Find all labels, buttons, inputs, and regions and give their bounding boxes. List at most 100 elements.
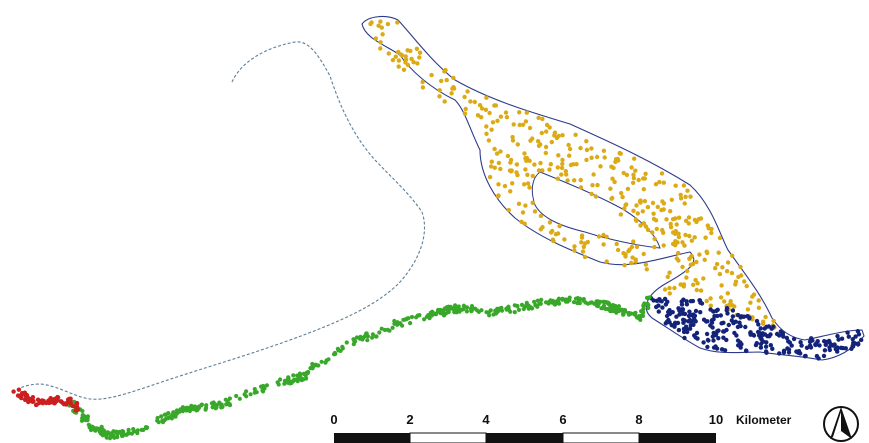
green-point <box>464 309 469 314</box>
navy-point <box>738 323 743 329</box>
yellow-point <box>368 21 373 27</box>
yellow-point <box>760 321 766 326</box>
yellow-point <box>451 85 456 90</box>
green-point <box>184 405 189 410</box>
yellow-point <box>631 172 636 177</box>
yellow-point <box>565 178 570 183</box>
navy-point <box>846 334 851 339</box>
yellow-point <box>378 19 383 24</box>
yellow-point <box>738 264 743 270</box>
yellow-point <box>502 183 508 189</box>
navy-point <box>741 314 747 319</box>
navy-point <box>859 337 864 343</box>
yellow-point <box>417 55 422 60</box>
green-point <box>377 330 382 335</box>
green-point <box>504 306 509 311</box>
green-point <box>603 300 609 305</box>
green-point <box>646 305 651 311</box>
yellow-point <box>595 182 600 188</box>
green-point <box>409 314 415 320</box>
yellow-point <box>630 255 635 260</box>
navy-point <box>682 311 688 317</box>
yellow-point <box>415 61 420 66</box>
yellow-point <box>727 302 732 307</box>
yellow-point <box>589 146 594 151</box>
green-point <box>103 431 108 436</box>
navy-point <box>827 340 832 345</box>
navy-point <box>755 329 761 335</box>
green-point <box>644 295 650 300</box>
scale-bar-segments <box>334 432 716 443</box>
navy-point <box>693 308 699 314</box>
navy-point <box>821 353 827 359</box>
yellow-point <box>475 113 481 118</box>
green-point <box>392 318 397 324</box>
navy-point <box>704 319 709 324</box>
green-point <box>379 326 384 331</box>
navy-point <box>835 345 840 350</box>
yellow-point <box>602 155 607 160</box>
green-point <box>581 297 586 302</box>
yellow-point <box>540 116 545 122</box>
yellow-point <box>674 222 679 227</box>
green-point <box>264 383 269 388</box>
green-point <box>80 416 85 421</box>
yellow-point <box>619 190 624 196</box>
navy-point <box>785 346 790 351</box>
yellow-point <box>697 252 702 257</box>
navy-point <box>777 351 782 356</box>
scale-tick-label: 0 <box>330 412 337 427</box>
yellow-point <box>641 251 646 257</box>
navy-point <box>786 350 792 355</box>
navy-point <box>850 343 855 349</box>
green-point <box>638 315 643 320</box>
green-point <box>305 370 310 375</box>
yellow-point <box>555 165 560 170</box>
yellow-point <box>613 157 619 162</box>
green-point <box>338 348 343 353</box>
yellow-point <box>479 115 484 120</box>
green-point <box>244 389 249 394</box>
red-point <box>73 404 78 409</box>
yellow-point <box>553 232 559 237</box>
navy-point <box>714 346 720 351</box>
navy-point <box>726 322 731 328</box>
yellow-point <box>633 168 638 173</box>
yellow-point <box>698 216 704 221</box>
red-point <box>41 398 46 404</box>
yellow-point <box>573 132 578 137</box>
yellow-point <box>568 162 574 168</box>
navy-point <box>754 318 760 324</box>
yellow-point <box>621 251 626 256</box>
yellow-point <box>665 274 670 279</box>
navy-point <box>725 311 730 316</box>
yellow-point <box>590 183 595 188</box>
yellow-point <box>634 203 639 208</box>
yellow-point <box>629 260 634 266</box>
red-point <box>27 396 32 402</box>
navy-point <box>715 307 720 312</box>
green-point <box>211 402 216 407</box>
navy-point <box>709 320 715 325</box>
green-point <box>596 301 601 306</box>
yellow-point <box>547 125 552 130</box>
yellow-point <box>659 207 664 213</box>
navy-point <box>762 332 768 337</box>
green-point <box>571 300 577 305</box>
green-point <box>362 334 368 339</box>
yellow-point <box>678 192 683 198</box>
yellow-point <box>692 235 697 240</box>
yellow-point <box>622 206 627 211</box>
yellow-point <box>547 220 553 225</box>
navy-point <box>676 327 682 333</box>
yellow-point <box>525 172 530 177</box>
navy-point <box>789 343 794 348</box>
green-point <box>515 303 520 308</box>
yellow-point <box>405 48 410 53</box>
yellow-point <box>555 176 560 181</box>
yellow-point <box>496 160 502 166</box>
yellow-point <box>725 260 731 265</box>
navy-point <box>697 298 703 303</box>
red-point <box>61 402 67 407</box>
yellow-point <box>589 155 594 160</box>
